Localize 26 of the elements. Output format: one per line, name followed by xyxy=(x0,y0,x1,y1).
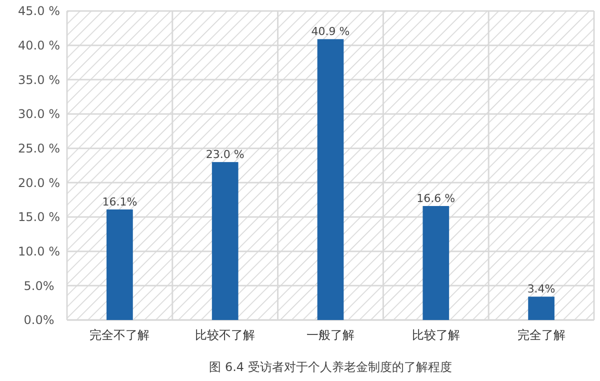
y-tick-label: 10.0 % xyxy=(18,244,60,259)
x-tick-label: 一般了解 xyxy=(306,328,354,342)
y-tick-label: 0.0% xyxy=(24,313,54,328)
y-tick-label: 15.0 % xyxy=(18,210,60,224)
x-tick-label: 完全了解 xyxy=(517,328,566,342)
text: 图 6.4 受访者对于个人养老金制度的了解程度 xyxy=(209,360,452,374)
y-tick-label: 30.0 % xyxy=(18,107,60,122)
bar xyxy=(422,206,450,320)
x-tick-label: 比较不了解 xyxy=(195,328,256,342)
x-tick-label: 比较了解 xyxy=(412,328,460,342)
bar xyxy=(212,162,238,320)
y-tick-label: 20.0 % xyxy=(18,176,60,190)
bar xyxy=(106,209,133,320)
data-label: 3.4% xyxy=(527,282,556,296)
y-tick-label: 25.0 % xyxy=(18,142,60,156)
data-label: 16.6 % xyxy=(416,192,456,206)
x-tick-label: 完全不了解 xyxy=(90,328,150,342)
y-tick-label: 5.0% xyxy=(24,278,54,293)
y-tick-label: 35.0 % xyxy=(18,72,60,87)
data-label: 16.1% xyxy=(102,195,138,208)
data-label: 23.0 % xyxy=(206,148,244,162)
bar xyxy=(317,39,344,320)
y-tick-label: 45.0 % xyxy=(18,4,60,18)
data-label: 40.9 % xyxy=(311,25,350,38)
bar xyxy=(528,296,554,320)
y-tick-label: 40.0 % xyxy=(18,38,60,53)
